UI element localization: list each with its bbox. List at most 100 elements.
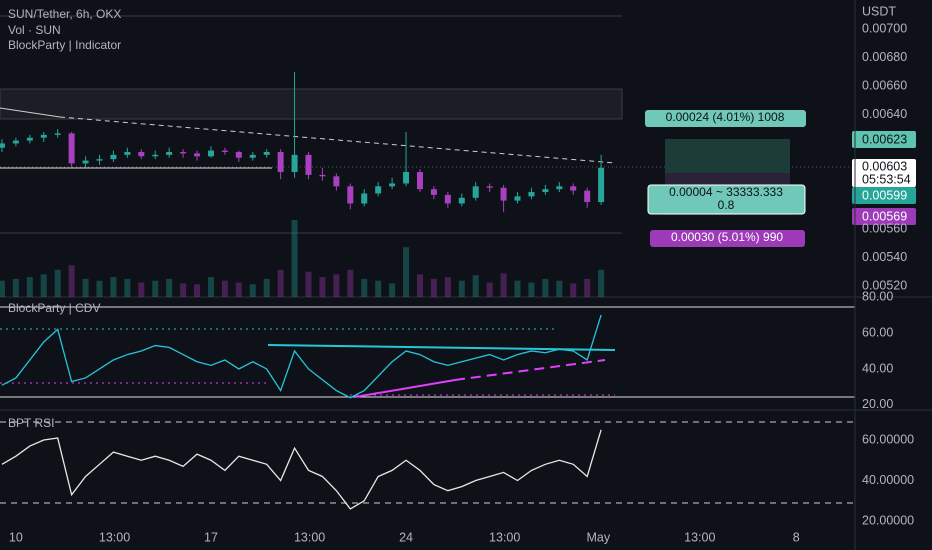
volume-bar [54,269,61,297]
y-tick-label: 20.00000 [862,513,914,527]
candle-body [12,140,19,144]
price-tag-label: 0.00569 [862,209,907,223]
volume-bar [26,277,33,297]
candle-body [528,192,535,197]
candle-body [458,197,465,204]
volume-bar [500,273,507,297]
y-tick-label: 80.00 [862,289,893,303]
volume-bar [486,282,493,297]
candle-body [430,189,437,195]
volume-bar [166,278,173,297]
pane-title: BPT RSI [8,416,54,430]
volume-bar [416,274,423,297]
y-tick-label: 0.00540 [862,250,907,264]
series-line [1,314,602,399]
x-tick-label: 17 [204,530,218,544]
candle-body [249,154,256,158]
measure-up-box [645,110,806,127]
volume-bar [152,280,159,297]
candle-body [207,150,214,157]
candle-body [138,152,145,157]
price-tag [852,208,916,225]
price-tag [852,187,916,204]
volume-bar [444,277,451,297]
candle-body [598,167,605,203]
y-tick-label: 0.00680 [862,50,907,64]
y-tick-label: 0.00520 [862,279,907,293]
candle-body [514,196,521,201]
x-tick-label: 13:00 [489,530,520,544]
volume-bar [403,247,410,297]
volume-bar [82,278,89,297]
volume-bar [430,278,437,297]
volume-bar [96,280,103,297]
volume-bar [12,278,19,297]
candle-body [180,152,187,154]
volume-bar [138,282,145,297]
candle-body [54,133,61,135]
candle-body [26,137,33,141]
volume-bar [68,265,75,297]
volume-bar [235,282,242,297]
volume-bar [333,274,340,297]
candle-body [500,187,507,201]
candle-body [96,159,103,161]
candle-body [333,176,340,187]
profit-zone [665,139,790,173]
volume-bar [319,277,326,297]
pane-title: BlockParty | CDV [8,301,100,315]
series-line [1,429,602,510]
y-tick-label: 0.00640 [862,107,907,121]
y-tick-label: 60.00 [862,325,893,339]
countdown: 05:53:54 [862,172,911,186]
cdv-trend [454,359,606,381]
volume-bar [207,277,214,297]
subtitle: BlockParty | Indicator [8,38,121,52]
volume-bar [194,284,201,297]
candle-body [375,186,382,194]
axis-unit: USDT [862,4,896,18]
volume-bar [40,274,47,297]
x-tick-label: May [587,530,611,544]
x-tick-label: 13:00 [684,530,715,544]
y-tick-label: 20.00 [862,397,893,411]
volume-bar [556,280,563,297]
volume-bar [305,271,312,297]
volume-bar [570,283,577,297]
y-tick-label: 0.00660 [862,79,907,93]
candle-body [194,153,201,157]
candle-body [416,172,423,190]
price-tag [852,159,916,187]
candle-body [68,133,75,164]
volume-bar [263,278,270,297]
measure-label: 0.00030 (5.01%) 990 [671,230,783,244]
candle-body [235,152,242,158]
candle-body [347,186,354,204]
candle-body [291,154,298,173]
y-tick-label: 0.00560 [862,222,907,236]
volume-bar [375,280,382,297]
x-tick-label: 24 [399,530,413,544]
volume-bar [124,278,131,297]
candle-body [570,186,577,191]
candle-body [486,186,493,188]
y-tick-label: 0.00700 [862,21,907,35]
price-tag [852,131,916,148]
candle-body [263,152,270,155]
volume-bar [389,283,396,297]
candle-body [166,152,173,155]
chart-title: SUN/Tether, 6h, OKX [8,7,121,21]
volume-bar [598,269,605,297]
volume-bar [180,283,187,297]
candle-body [110,154,117,160]
volume-bar [110,277,117,297]
zone-box [0,88,623,120]
measure-label: 0.00024 (4.01%) 1008 [666,110,785,124]
trend-line [59,116,616,164]
candle-body [444,194,451,204]
volume-bar [528,282,535,297]
price-tag-label: 0.00599 [862,188,907,202]
candle-body [221,150,228,153]
